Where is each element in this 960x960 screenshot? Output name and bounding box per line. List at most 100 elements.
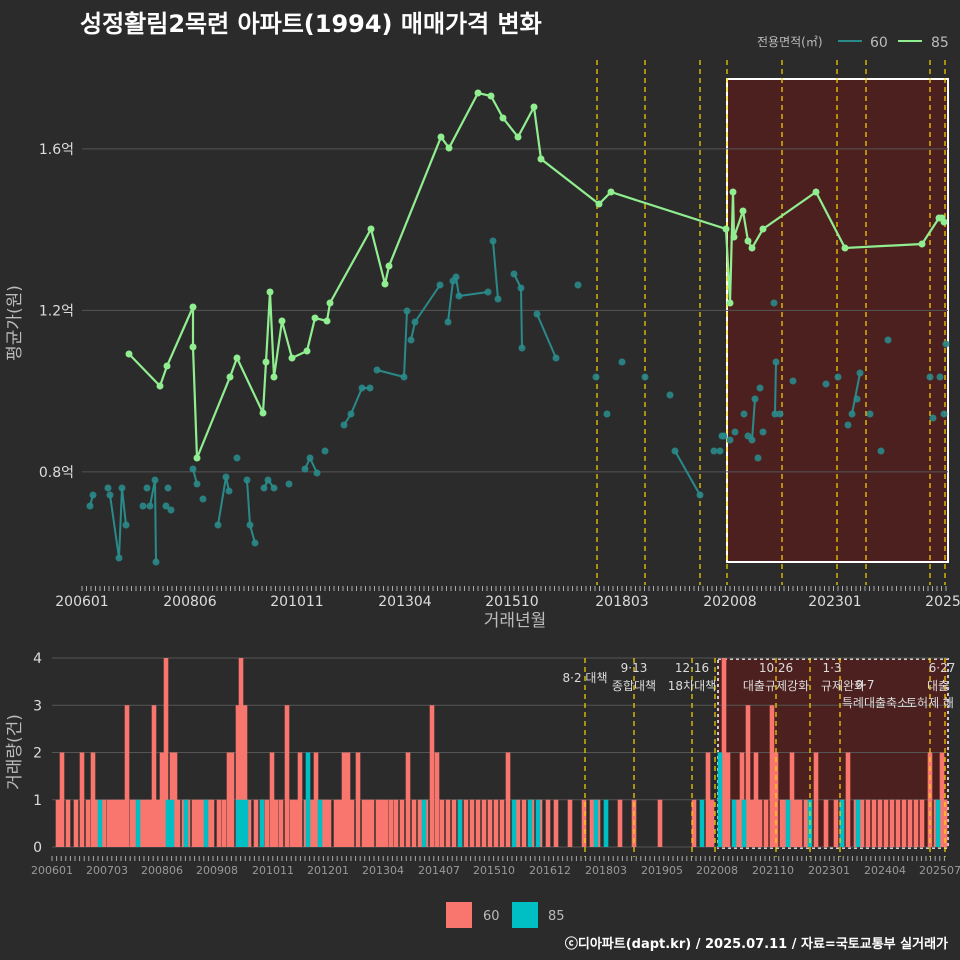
bar-85 <box>593 799 599 847</box>
legend-label-85: 85 <box>931 35 949 51</box>
series-60-line <box>458 291 489 297</box>
series-85-point <box>722 225 730 233</box>
bar-60 <box>55 799 61 847</box>
series-60-point <box>260 484 268 492</box>
bar-60 <box>253 799 259 847</box>
policy-label: 9·7 <box>855 678 874 692</box>
series-60-line <box>403 310 408 378</box>
bar-x-tick-label: 200806 <box>141 864 183 877</box>
bar-x-tick-label: 200703 <box>86 864 128 877</box>
bar-60 <box>475 799 481 847</box>
bar-60 <box>361 799 367 847</box>
bar-60 <box>393 799 399 847</box>
bar-60 <box>725 752 731 847</box>
bar-60 <box>735 799 741 847</box>
bar-60 <box>349 799 355 847</box>
bar-60 <box>417 799 423 847</box>
series-85-point <box>445 144 453 152</box>
series-60-point <box>243 476 251 484</box>
series-85-point <box>730 233 738 241</box>
bar-60 <box>235 705 241 847</box>
series-60-point <box>517 284 525 292</box>
x-tick-label: 201011 <box>270 594 323 610</box>
series-60-point <box>759 428 767 436</box>
bar-y-axis-label: 거래량(건) <box>5 714 25 790</box>
series-60-point <box>193 480 201 488</box>
series-60-point <box>444 318 452 326</box>
series-60-point <box>199 495 207 503</box>
bar-60 <box>121 799 127 847</box>
series-85-point <box>841 244 849 252</box>
series-60-point <box>484 288 492 296</box>
series-60-line <box>121 487 127 526</box>
series-60-point <box>139 502 147 510</box>
series-85-point <box>918 240 926 248</box>
series-60-point <box>146 502 154 510</box>
bar-x-tick-label: 201304 <box>362 864 404 877</box>
bar-85 <box>243 799 249 847</box>
series-60-point <box>106 491 114 499</box>
policy-label: 1·3 <box>822 661 841 675</box>
bar-85 <box>183 799 189 847</box>
bar-85 <box>165 799 171 847</box>
bar-60 <box>865 799 871 847</box>
bar-85 <box>839 799 845 847</box>
series-60-line <box>492 240 499 300</box>
bar-60 <box>365 799 371 847</box>
series-60-point <box>143 484 151 492</box>
x-tick-label: 2025 <box>925 594 960 610</box>
bar-x-tick-label: 201407 <box>418 864 460 877</box>
series-60-point <box>400 373 408 381</box>
x-tick-label: 201304 <box>378 594 432 610</box>
series-60-point <box>533 310 541 318</box>
series-60-line <box>751 398 756 441</box>
series-60-line <box>851 372 861 415</box>
series-60-point <box>789 377 797 385</box>
bar-60 <box>73 799 79 847</box>
series-85-point <box>381 280 389 288</box>
policy-label: 9·13 <box>621 661 648 675</box>
bar-85 <box>235 799 241 847</box>
x-tick-label: 200601 <box>55 594 108 610</box>
series-60-point <box>151 476 159 484</box>
policy-label: 대출 <box>927 679 949 693</box>
bar-60 <box>757 799 763 847</box>
series-85-point <box>193 454 201 462</box>
bar-60 <box>845 752 851 847</box>
policy-label: 10·26 <box>759 661 793 675</box>
bar-60 <box>927 752 933 847</box>
bar-x-tick-label: 201612 <box>529 864 571 877</box>
bar-60 <box>110 799 116 847</box>
bar-60 <box>493 799 499 847</box>
series-60-point <box>641 373 649 381</box>
bar-y-tick-label: 0 <box>33 840 42 856</box>
bar-85 <box>717 752 723 847</box>
bar-60 <box>589 799 595 847</box>
series-60-point <box>285 480 293 488</box>
bar-y-tick-label: 1 <box>33 793 42 809</box>
bar-60 <box>93 799 99 847</box>
series-60-point <box>104 484 112 492</box>
series-85-point <box>530 103 538 111</box>
series-60-point <box>306 454 314 462</box>
bar-60 <box>889 799 895 847</box>
bar-x-tick-label: 202008 <box>696 864 738 877</box>
bar-85 <box>421 799 427 847</box>
series-85-point <box>266 288 274 296</box>
series-60-point <box>756 384 764 392</box>
bar-60 <box>79 752 85 847</box>
bar-60 <box>553 799 559 847</box>
bar-85 <box>317 799 323 847</box>
bar-60 <box>191 799 197 847</box>
series-60-line <box>674 450 701 496</box>
series-60-line <box>246 479 251 526</box>
series-60-line <box>217 476 227 526</box>
series-85-point <box>326 299 334 307</box>
bar-60 <box>411 799 417 847</box>
bar-60 <box>823 799 829 847</box>
bar-60 <box>793 799 799 847</box>
series-60-point <box>246 521 254 529</box>
series-60-point <box>884 336 892 344</box>
bar-60 <box>293 799 299 847</box>
series-60-point <box>726 436 734 444</box>
